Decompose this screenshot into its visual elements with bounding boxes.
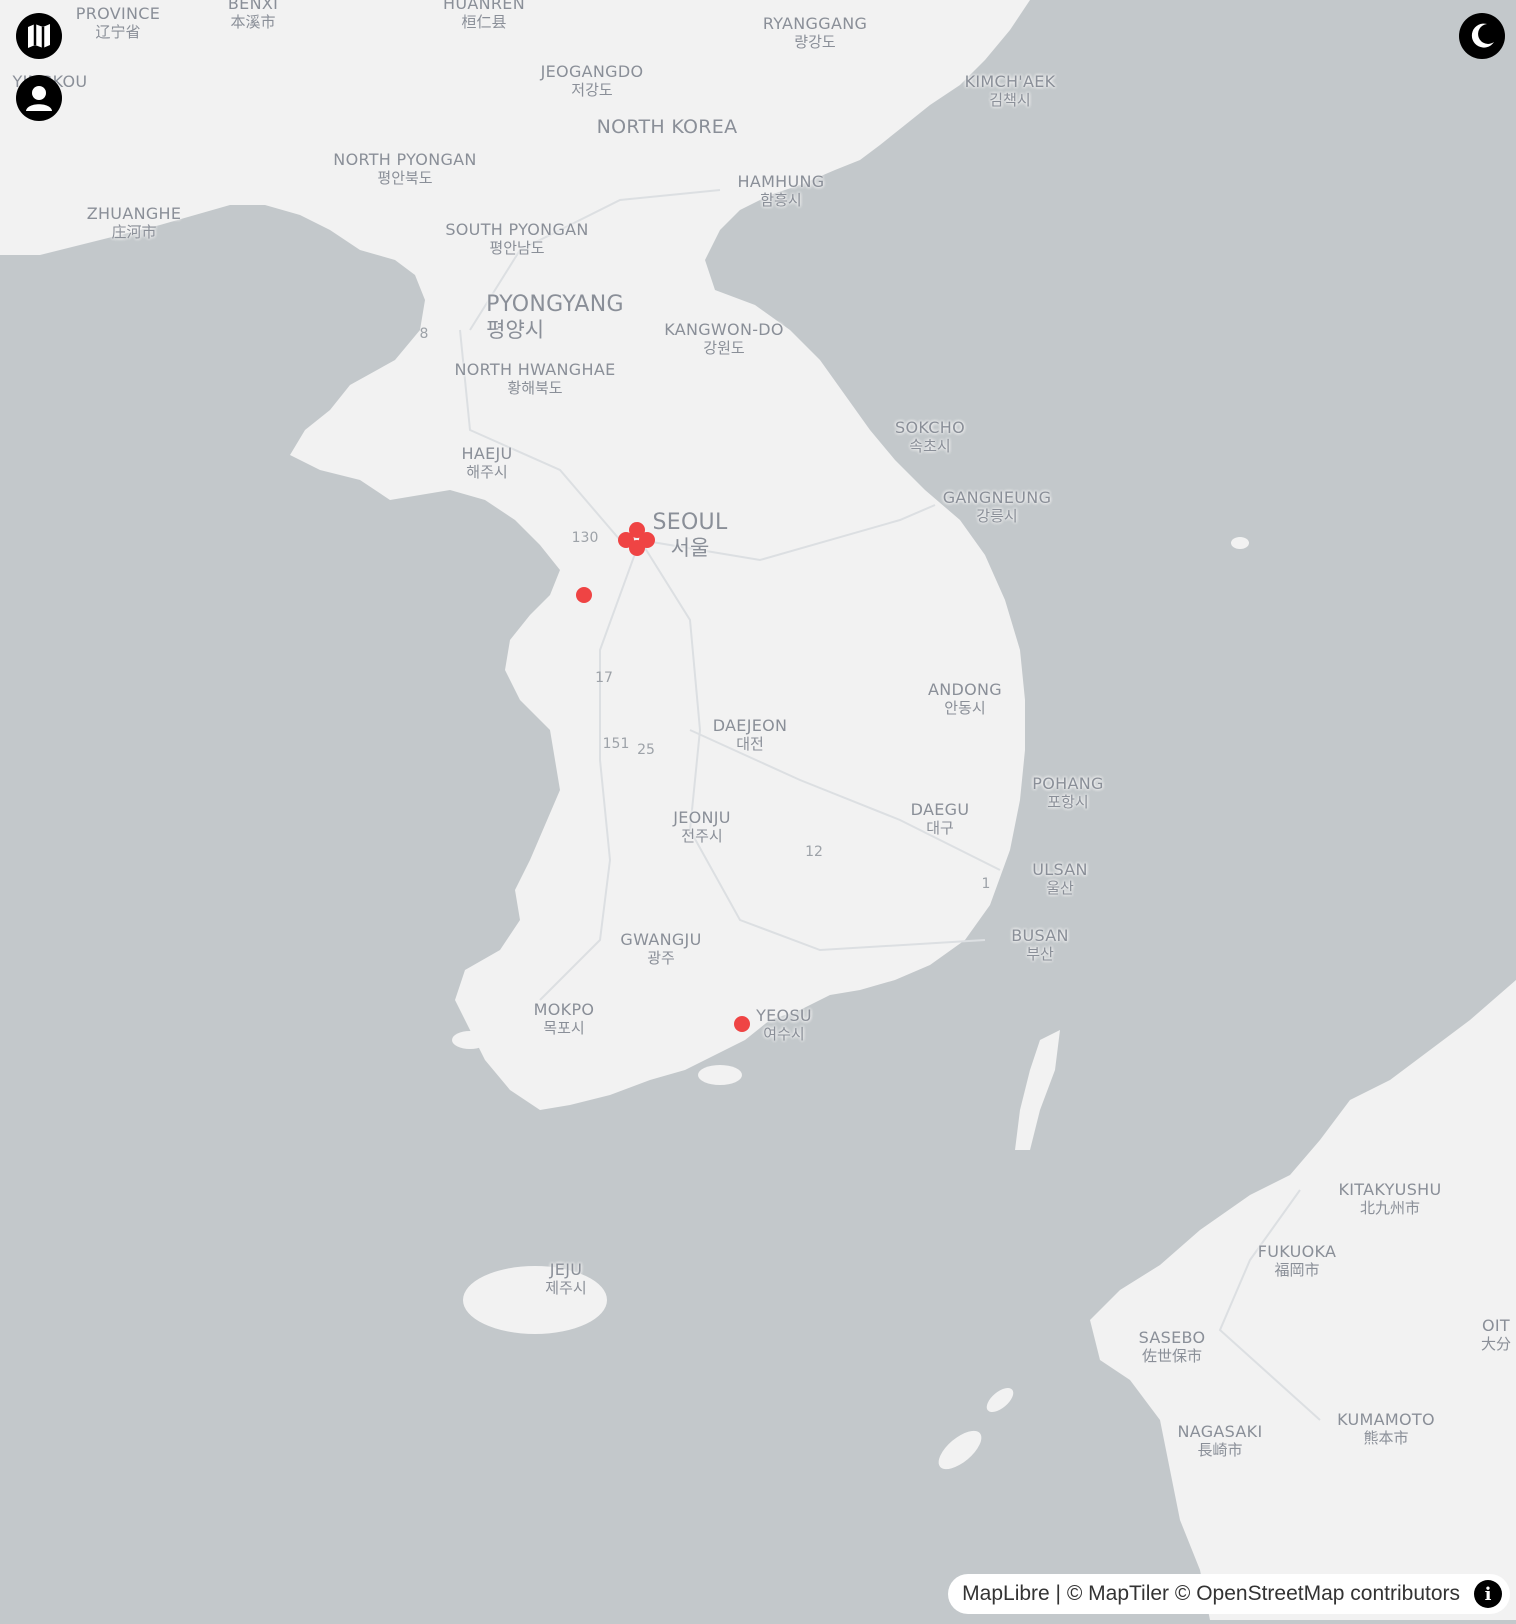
- place-label: JEJU 제주시: [545, 1260, 587, 1298]
- place-label: BENXI 本溪市: [227, 0, 279, 32]
- map-marker[interactable]: [629, 540, 645, 556]
- map-view-button[interactable]: [16, 13, 62, 59]
- place-label: SASEBO 佐世保市: [1138, 1328, 1206, 1366]
- place-label: BUSAN 부산: [1011, 926, 1069, 964]
- road-number: 8: [419, 326, 429, 342]
- capital-label: PYONGYANG 평양시: [486, 292, 624, 343]
- attribution-bar: MapLibre | © MapTiler © OpenStreetMap co…: [948, 1574, 1510, 1614]
- road-number: 12: [805, 844, 823, 860]
- capital-label: SEOUL 서울: [652, 510, 728, 561]
- place-label: PROVINCE 辽宁省: [75, 4, 161, 42]
- map-marker[interactable]: [734, 1016, 750, 1032]
- user-icon: [26, 86, 52, 111]
- road-number: 1: [981, 876, 991, 892]
- map-marker[interactable]: [618, 532, 634, 548]
- info-icon[interactable]: i: [1474, 1580, 1502, 1608]
- place-label: NORTH PYONGAN 평안북도: [333, 150, 477, 188]
- place-label: ZHUANGHE 庄河市: [86, 204, 182, 242]
- user-profile-button[interactable]: [16, 75, 62, 121]
- place-label: HAEJU 해주시: [461, 444, 513, 482]
- place-label: FUKUOKA 福岡市: [1257, 1242, 1337, 1280]
- place-label: KANGWON-DO 강원도: [664, 320, 784, 358]
- place-label: KUMAMOTO 熊本市: [1337, 1410, 1435, 1448]
- place-label: JEOGANGDO 저강도: [540, 62, 644, 100]
- place-label: HUANREN 桓仁县: [443, 0, 525, 32]
- theme-toggle-button[interactable]: [1459, 13, 1505, 59]
- place-label: HAMHUNG 함흥시: [737, 172, 825, 210]
- place-label: NORTH HWANGHAE 황해북도: [454, 360, 616, 398]
- place-label: KITAKYUSHU 北九州市: [1338, 1180, 1442, 1218]
- mainland-landmass: [0, 0, 1030, 1110]
- map-icon: [28, 24, 50, 48]
- attribution-text: MapLibre | © MapTiler © OpenStreetMap co…: [962, 1582, 1460, 1605]
- place-label: RYANGGANG 량강도: [762, 14, 868, 52]
- place-label: KIMCH'AEK 김책시: [964, 72, 1056, 110]
- road-number: 151: [602, 736, 630, 752]
- road-number: 130: [571, 530, 599, 546]
- place-label: DAEJEON 대전: [712, 716, 788, 754]
- place-label: ANDONG 안동시: [928, 680, 1002, 718]
- map-marker[interactable]: [629, 522, 645, 538]
- road-number: 17: [595, 670, 613, 686]
- jeju-island: [463, 1266, 607, 1334]
- place-label: GWANGJU 광주: [620, 930, 702, 968]
- map-marker[interactable]: [576, 587, 592, 603]
- place-label: NAGASAKI 長崎市: [1177, 1422, 1263, 1460]
- country-label: NORTH KOREA: [596, 116, 738, 138]
- place-label: ULSAN 울산: [1032, 860, 1088, 898]
- road-number: 25: [637, 742, 655, 758]
- place-label: YEOSU 여수시: [756, 1006, 812, 1044]
- japan-landmass: [1090, 980, 1516, 1620]
- moon-icon: [1471, 23, 1494, 48]
- ulleungdo-island: [1231, 537, 1249, 549]
- place-label: DAEGU 대구: [910, 800, 970, 838]
- place-label: JEONJU 전주시: [673, 808, 731, 846]
- place-label: SOKCHO 속초시: [895, 418, 965, 456]
- tsushima-island: [1015, 1030, 1060, 1150]
- place-label: MOKPO 목포시: [533, 1000, 595, 1038]
- place-label: GANGNEUNG 강릉시: [942, 488, 1052, 526]
- place-label: SOUTH PYONGAN 평안남도: [445, 220, 589, 258]
- place-label: OIT 大分: [1480, 1316, 1512, 1354]
- place-label: POHANG 포항시: [1032, 774, 1104, 812]
- goto-islands: [938, 1430, 982, 1470]
